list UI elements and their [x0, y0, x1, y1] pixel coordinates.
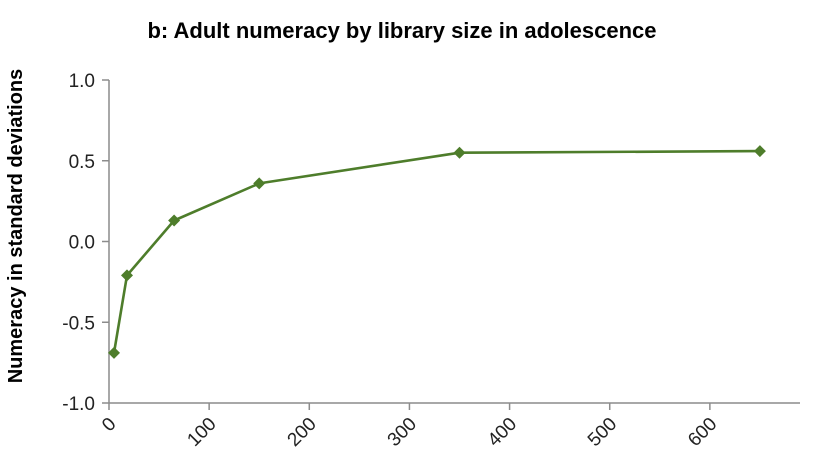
- y-tick-label: -1.0: [62, 394, 95, 415]
- chart-title: b: Adult numeracy by library size in ado…: [147, 18, 656, 43]
- x-tick-label: 400: [484, 414, 521, 451]
- data-point-marker: [168, 214, 181, 227]
- x-tick-label: 200: [284, 414, 321, 451]
- data-point-marker: [253, 177, 266, 190]
- y-tick-label: 0.5: [69, 152, 95, 173]
- data-point-marker: [453, 146, 466, 159]
- y-tick-label: 0.0: [69, 233, 95, 254]
- x-tick-label: 100: [183, 414, 220, 451]
- x-tick-label: 0: [98, 414, 120, 436]
- x-tick-label: 500: [584, 414, 621, 451]
- x-tick-label: 300: [384, 414, 421, 451]
- series-line: [112, 149, 760, 354]
- y-tick-label: 1.0: [69, 71, 95, 92]
- y-tick-label: -0.5: [62, 313, 95, 334]
- series-layer: [108, 145, 766, 359]
- x-tick-label: 600: [684, 414, 721, 451]
- data-point-marker: [121, 269, 133, 282]
- data-point-marker: [108, 346, 120, 359]
- y-axis-label: Numeracy in standard deviations: [5, 69, 27, 384]
- axes: -1.0 -0.5 0.0 0.5 1.0 0 100 200 300 400 500 600: [62, 71, 800, 451]
- data-point-marker: [753, 145, 766, 158]
